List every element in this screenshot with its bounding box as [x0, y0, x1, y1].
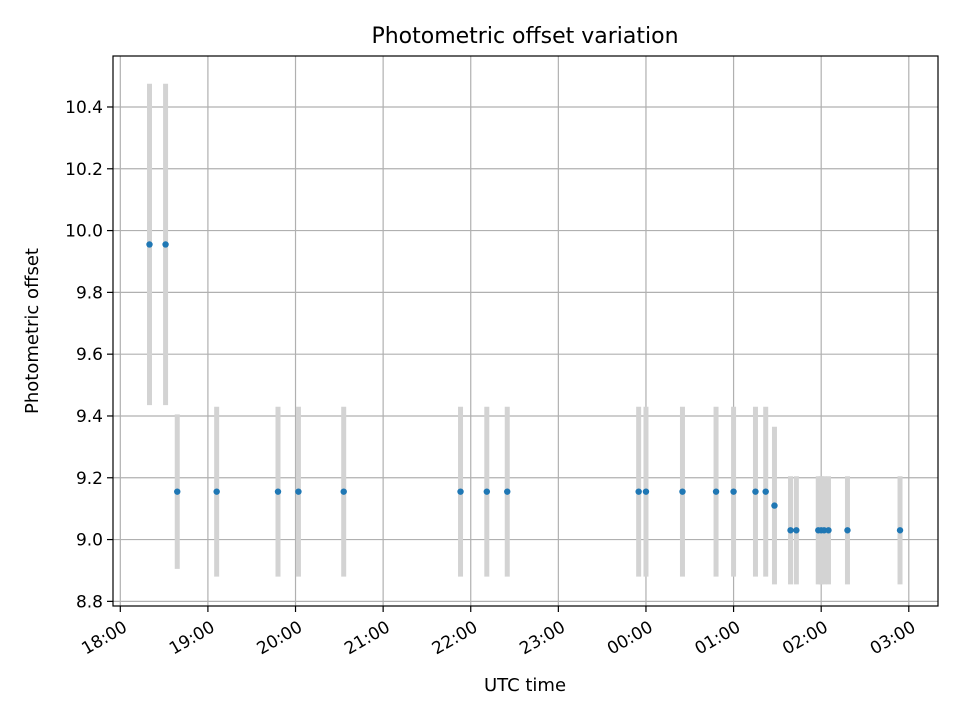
- data-point: [752, 488, 758, 494]
- data-point: [341, 488, 347, 494]
- data-point: [146, 241, 152, 247]
- data-point: [635, 488, 641, 494]
- data-point: [174, 488, 180, 494]
- data-point: [162, 241, 168, 247]
- y-tick-label: 10.2: [65, 160, 103, 180]
- data-point: [713, 488, 719, 494]
- data-point: [897, 527, 903, 533]
- data-point: [484, 488, 490, 494]
- y-tick-label: 9.0: [76, 531, 103, 551]
- y-tick-label: 9.4: [76, 407, 103, 427]
- y-tick-label: 10.0: [65, 222, 103, 242]
- y-tick-label: 9.2: [76, 469, 103, 489]
- data-point: [787, 527, 793, 533]
- y-tick-label: 10.4: [65, 98, 103, 118]
- data-point: [679, 488, 685, 494]
- data-point: [730, 488, 736, 494]
- data-point: [771, 502, 777, 508]
- data-point: [504, 488, 510, 494]
- data-point: [793, 527, 799, 533]
- data-point: [643, 488, 649, 494]
- data-point: [844, 527, 850, 533]
- data-point: [825, 527, 831, 533]
- y-tick-label: 9.6: [76, 345, 103, 365]
- data-point: [275, 488, 281, 494]
- y-tick-label: 8.8: [76, 592, 103, 612]
- data-point: [762, 488, 768, 494]
- data-point: [213, 488, 219, 494]
- data-point: [457, 488, 463, 494]
- data-point: [295, 488, 301, 494]
- x-axis-label: UTC time: [484, 675, 566, 696]
- chart-title: Photometric offset variation: [371, 24, 678, 49]
- y-tick-label: 9.8: [76, 283, 103, 303]
- y-axis-label: Photometric offset: [22, 248, 43, 414]
